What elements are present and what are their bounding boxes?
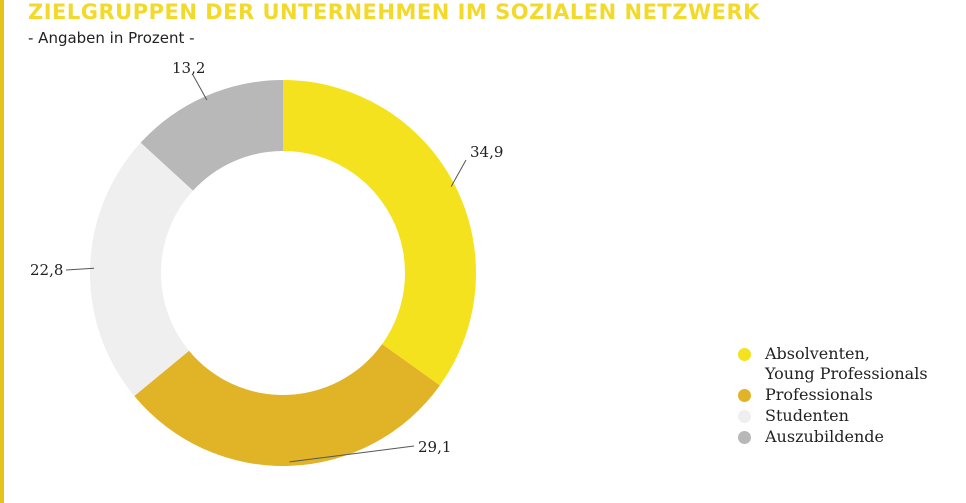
- accent-bar: [0, 0, 4, 503]
- legend-label: Auszubildende: [765, 427, 885, 446]
- legend-item: Professionals: [738, 385, 928, 405]
- legend: Absolventen, Young Professionals Professi…: [738, 344, 928, 448]
- legend-item: Studenten: [738, 406, 928, 426]
- slice-value-label: 29,1: [418, 438, 451, 456]
- leader-line: [65, 267, 95, 271]
- legend-item: Absolventen, Young Professionals: [738, 344, 928, 384]
- donut-slice: [283, 80, 476, 386]
- legend-swatch: [738, 348, 751, 361]
- slice-value-label: 34,9: [470, 143, 503, 161]
- legend-item: Auszubildende: [738, 427, 928, 447]
- slice-value-label: 13,2: [172, 59, 205, 77]
- donut-slice: [140, 80, 283, 191]
- leader-lines: [65, 74, 467, 463]
- value-labels: 34,9 29,1 22,8 13,2: [30, 59, 503, 456]
- legend-swatch: [738, 389, 751, 402]
- chart-title: ZIELGRUPPEN DER UNTERNEHMEN IM SOZIALEN …: [28, 0, 760, 24]
- leader-line: [289, 445, 415, 463]
- chart-subtitle: - Angaben in Prozent -: [28, 29, 195, 47]
- legend-swatch: [738, 410, 751, 423]
- legend-label: Absolventen, Young Professionals: [765, 344, 928, 383]
- donut-slices: [90, 80, 476, 466]
- leader-line: [450, 159, 467, 187]
- donut-slice: [134, 344, 440, 466]
- legend-label: Studenten: [765, 406, 849, 425]
- legend-label: Professionals: [765, 385, 873, 404]
- leader-line: [192, 74, 208, 101]
- slice-value-label: 22,8: [30, 261, 63, 279]
- legend-swatch: [738, 431, 751, 444]
- donut-slice: [90, 142, 194, 397]
